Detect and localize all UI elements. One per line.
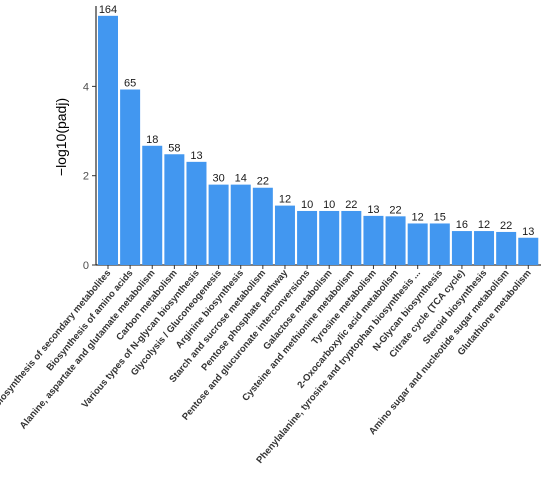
bar: [208, 184, 229, 265]
bar-count-label: 30: [212, 173, 224, 185]
bar-count-label: 13: [190, 150, 202, 162]
x-axis: [96, 264, 541, 269]
bars-group: [98, 15, 539, 265]
bar-count-label: 10: [301, 199, 313, 211]
bar: [164, 154, 185, 265]
bar: [474, 231, 495, 265]
bar-count-label: 15: [434, 211, 446, 223]
bar: [341, 210, 362, 265]
bar-count-label: 58: [168, 142, 180, 154]
bar: [385, 216, 406, 265]
bar-count-label: 22: [389, 204, 401, 216]
bar-count-label: 12: [279, 194, 291, 206]
bar: [496, 231, 517, 265]
y-tick-label: 0: [83, 260, 89, 272]
bar: [230, 184, 251, 265]
bar-count-label: 22: [345, 199, 357, 211]
y-axis-title: −log10(padj): [53, 98, 69, 176]
y-tick-label: 2: [83, 171, 89, 183]
bar: [451, 231, 472, 265]
bar: [98, 15, 118, 265]
bar: [407, 223, 428, 265]
bar-count-label: 14: [235, 173, 247, 185]
bar: [429, 223, 450, 265]
bar: [120, 89, 141, 265]
bar-count-label: 22: [500, 220, 512, 232]
bar-count-label: 12: [412, 211, 424, 223]
bar-count-label: 18: [146, 134, 158, 146]
bar: [252, 187, 273, 265]
category-labels: Biosynthesis of secondary metabolitesBio…: [0, 267, 534, 465]
bar-count-label: 22: [257, 176, 269, 188]
bar: [363, 215, 384, 265]
bar: [518, 237, 539, 265]
bar-count-label: 12: [478, 219, 490, 231]
bar-count-label: 13: [522, 226, 534, 238]
bar: [142, 145, 163, 265]
bar: [297, 210, 318, 265]
bar-count-label: 16: [456, 219, 468, 231]
y-tick-label: 4: [83, 81, 89, 93]
bar: [319, 210, 340, 265]
bar: [274, 205, 295, 265]
bar-count-label: 164: [99, 4, 117, 16]
bar-count-label: 65: [124, 78, 136, 90]
bar-count-label: 10: [323, 199, 335, 211]
y-axis: 0 2 4: [83, 6, 97, 272]
bar: [186, 161, 207, 265]
bar-count-label: 13: [367, 204, 379, 216]
bar-count-labels: 164 65 18 58 13 30 14 22 12 10 10 22 13 22 12 15 16 12 22 1…: [99, 4, 535, 238]
